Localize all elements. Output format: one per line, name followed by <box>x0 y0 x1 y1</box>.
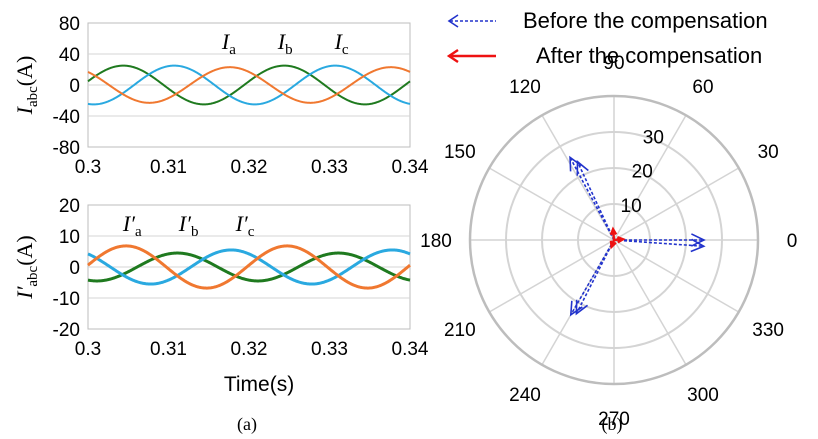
series-line-b <box>87 248 411 286</box>
ytick-label: 40 <box>59 45 80 66</box>
top-series-group <box>87 64 411 106</box>
panel-b-caption: (b) <box>602 414 623 435</box>
polar-vectors <box>569 155 706 317</box>
bottom-ytick-labels: 20 10 0 -10 -20 <box>53 196 80 341</box>
panel-a-caption: (a) <box>237 414 257 435</box>
top-xtick-labels: 0.3 0.31 0.32 0.33 0.34 <box>75 157 429 178</box>
angle-label: 30 <box>758 142 779 163</box>
polar-radius-labels: 10 20 30 <box>621 127 664 216</box>
polar-grid <box>468 94 760 386</box>
vector-arrowhead <box>609 240 617 250</box>
top-ytick-labels: 80 40 0 -40 -80 <box>53 14 80 159</box>
angle-label: 330 <box>752 320 784 341</box>
top-gridlines <box>88 53 410 117</box>
angle-label: 180 <box>420 231 452 252</box>
vector-arrowhead <box>576 160 589 176</box>
vector-arrowhead <box>690 238 706 253</box>
polar-ring <box>505 131 723 349</box>
vector-line <box>613 239 704 248</box>
bottom-series-group <box>87 244 411 290</box>
xtick-label: 0.34 <box>392 339 429 360</box>
xtick-label: 0.33 <box>311 339 348 360</box>
polar-outer-ring <box>468 94 760 386</box>
top-series-labels: Ia Ib Ic <box>221 29 349 58</box>
angle-label: 240 <box>509 385 541 406</box>
ytick-label: 0 <box>69 258 80 279</box>
xtick-label: 0.33 <box>311 157 348 178</box>
legend-after-arrowhead <box>446 49 459 63</box>
vector-arrowhead <box>575 299 589 316</box>
angle-label: 270 <box>598 409 630 430</box>
ytick-label: -40 <box>53 107 80 128</box>
xtick-label: 0.3 <box>75 339 101 360</box>
angle-label: 300 <box>687 385 719 406</box>
xtick-label: 0.34 <box>392 157 429 178</box>
xtick-label: 0.31 <box>150 157 187 178</box>
polar-chart: 10 20 30 0 30 60 90 120 150 180 210 240 270 300 330 <box>420 53 797 430</box>
vector-line <box>576 161 615 241</box>
series-label-b: I′b <box>178 211 199 240</box>
vector-line <box>570 239 615 316</box>
angle-label: 150 <box>444 142 476 163</box>
ytick-label: -20 <box>53 320 80 341</box>
legend-before-arrowhead <box>447 14 459 28</box>
ytick-label: 0 <box>69 76 80 97</box>
series-line-b <box>87 64 411 106</box>
vector-arrowhead <box>609 226 618 236</box>
series-label-c: I′c <box>235 211 255 240</box>
ytick-label: -80 <box>53 138 80 159</box>
bottom-xtick-labels: 0.3 0.31 0.32 0.33 0.34 <box>75 339 429 360</box>
bottom-xlabel: Time(s) <box>224 373 294 396</box>
angle-label: 90 <box>603 53 624 74</box>
top-ylabel: Iabc(A) <box>12 56 41 116</box>
angle-label: 120 <box>509 77 541 98</box>
xtick-label: 0.31 <box>150 339 187 360</box>
xtick-label: 0.32 <box>231 339 268 360</box>
xtick-label: 0.32 <box>231 157 268 178</box>
bottom-ylabel: I′abc(A) <box>12 235 41 300</box>
vector-arrowhead <box>569 300 583 317</box>
xtick-label: 0.3 <box>75 157 101 178</box>
bottom-series-labels: I′a I′b I′c <box>122 211 255 240</box>
polar-angle-labels: 0 30 60 90 120 150 180 210 240 270 300 330 <box>420 53 797 430</box>
ytick-label: 10 <box>59 227 80 248</box>
ytick-label: -10 <box>53 289 80 310</box>
legend-after-label: After the compensation <box>536 43 762 68</box>
angle-label: 210 <box>444 320 476 341</box>
polar-legend: Before the compensation After the compen… <box>446 8 768 68</box>
series-label-b: Ib <box>277 29 293 58</box>
series-line-c <box>87 66 411 104</box>
radius-tick-label: 10 <box>621 196 642 217</box>
vector-arrowhead <box>691 233 706 247</box>
legend-before-label: Before the compensation <box>523 8 768 33</box>
series-label-a: Ia <box>221 29 236 58</box>
top-chart: 80 40 0 -40 -80 0.3 0.31 0.32 0.33 0.34 Ia Ib Ic I… <box>12 14 429 178</box>
ytick-label: 20 <box>59 196 80 217</box>
angle-label: 60 <box>692 77 713 98</box>
vector-arrowhead <box>616 235 626 244</box>
radius-tick-label: 20 <box>632 162 653 183</box>
series-line-a <box>87 64 411 106</box>
series-label-c: Ic <box>334 29 349 58</box>
series-line-c <box>87 244 411 290</box>
radius-tick-label: 30 <box>643 127 664 148</box>
angle-label: 0 <box>787 231 798 252</box>
ytick-label: 80 <box>59 14 80 35</box>
series-label-a: I′a <box>122 211 142 240</box>
vector-line <box>575 239 615 315</box>
series-line-a <box>87 251 411 283</box>
